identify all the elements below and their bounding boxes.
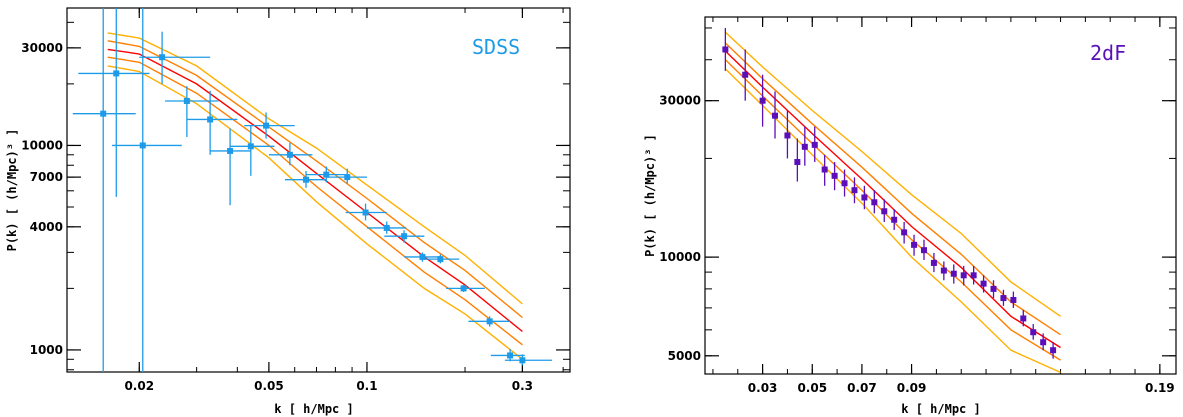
x-tick-label: 0.02 [124, 379, 154, 393]
data-point [344, 174, 351, 181]
data-point [841, 180, 848, 187]
data-point [759, 97, 766, 104]
data-point [871, 199, 878, 206]
data-point [940, 267, 947, 274]
data-point [286, 151, 293, 158]
model-curve [107, 48, 523, 333]
data-point [794, 159, 801, 166]
x-tick-label: 0.1 [356, 379, 377, 393]
data-point [247, 143, 254, 150]
data-point [821, 166, 828, 173]
data-point [881, 208, 888, 215]
data-point [383, 224, 390, 231]
data-point [784, 132, 791, 139]
model-curve [724, 31, 1061, 317]
data-point [851, 187, 858, 194]
dataset-label: 2dF [1090, 41, 1126, 65]
data-point [486, 318, 493, 325]
dataset-label: SDSS [472, 35, 520, 59]
data-point [831, 172, 838, 179]
data-point [303, 176, 310, 183]
model-curve [107, 40, 523, 319]
data-point [930, 259, 937, 266]
data-point [960, 272, 967, 279]
data-point [323, 171, 330, 178]
data-point [811, 141, 818, 148]
data-point [159, 54, 166, 61]
data-point [419, 253, 426, 260]
y-axis-label: P(k) [ (h/Mpc)³ ] [5, 129, 19, 252]
data-point [911, 241, 918, 248]
data-point [742, 71, 749, 78]
2df-panel: 0.03 0.05 0.07 0.09 0.19 5000 10000 30000 k [ h/… [643, 16, 1177, 416]
plot-area [722, 27, 1061, 374]
x-axis-label: k [ h/Mpc ] [274, 402, 353, 416]
x-tick-label: 0.05 [797, 381, 827, 395]
model-curve [107, 32, 523, 305]
data-point [801, 143, 808, 150]
data-point [227, 147, 234, 154]
data-point [519, 357, 526, 364]
data-point [401, 233, 408, 240]
x-tick-label: 0.19 [1145, 381, 1175, 395]
data-point [1010, 296, 1017, 303]
model-curve [724, 50, 1061, 349]
model-curve [107, 65, 523, 360]
data-point [207, 116, 214, 123]
plot-frame [66, 7, 571, 373]
x-tick-label: 0.05 [254, 379, 284, 393]
data-point [139, 142, 146, 149]
data-point [1050, 347, 1057, 354]
plot-frame [704, 16, 1177, 375]
data-point [1020, 315, 1027, 322]
data-point [507, 352, 514, 359]
data-point [772, 112, 779, 119]
model-curve [724, 68, 1061, 374]
y-tick-label: 30000 [659, 94, 701, 108]
data-point [263, 122, 270, 129]
y-tick-label: 10000 [21, 138, 63, 152]
data-point [970, 272, 977, 279]
x-axis-label: k [ h/Mpc ] [901, 402, 980, 416]
data-point [891, 216, 898, 223]
data-point [950, 270, 957, 277]
data-point [437, 256, 444, 263]
x-tick-label: 0.03 [748, 381, 778, 395]
plot-area [72, 8, 553, 372]
x-tick-label: 0.09 [897, 381, 927, 395]
data-point [861, 194, 868, 201]
data-point [1040, 339, 1047, 346]
y-tick-label: 1000 [30, 343, 63, 357]
y-tick-label: 10000 [659, 250, 701, 264]
sdss-panel: 0.02 0.05 0.1 0.3 1000 4000 7000 10000 30000 k [ … [5, 7, 571, 416]
data-point [1030, 329, 1037, 336]
y-tick-label: 4000 [30, 220, 63, 234]
data-point [1000, 295, 1007, 302]
data-point [722, 46, 729, 53]
data-point [980, 280, 987, 287]
x-tick-label: 0.3 [512, 379, 533, 393]
y-tick-label: 7000 [30, 170, 63, 184]
data-point [920, 247, 927, 254]
data-point [100, 110, 107, 117]
x-tick-label: 0.07 [847, 381, 877, 395]
data-point [113, 70, 120, 77]
y-tick-label: 30000 [21, 41, 63, 55]
data-point [901, 229, 908, 236]
model-curve [724, 59, 1061, 361]
model-curve [107, 56, 523, 346]
model-curve [724, 42, 1061, 336]
data-point [183, 97, 190, 104]
data-point [990, 285, 997, 292]
data-point [362, 209, 369, 216]
y-tick-label: 5000 [668, 349, 701, 363]
data-point [460, 285, 467, 292]
y-axis-label: P(k) [ (h/Mpc)³ ] [643, 134, 657, 257]
